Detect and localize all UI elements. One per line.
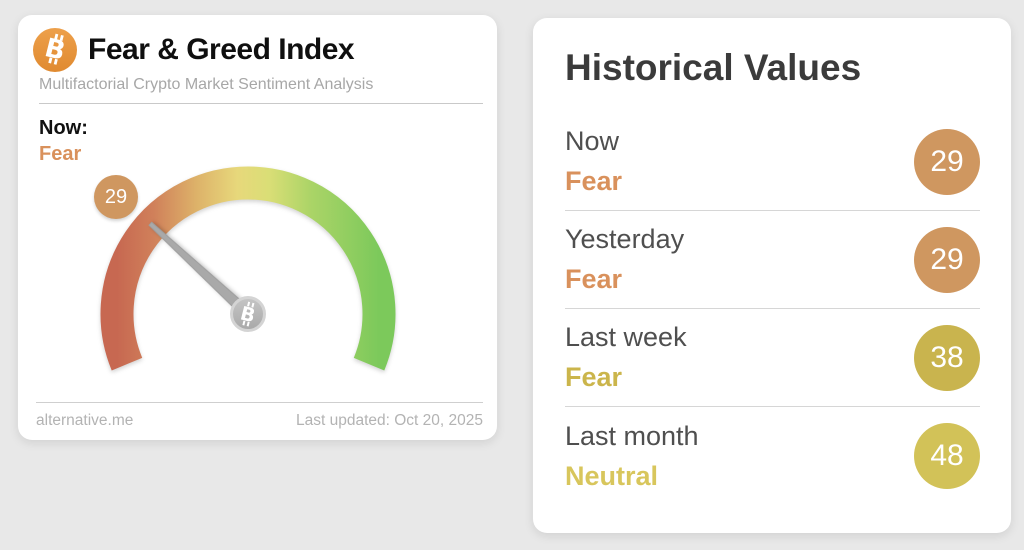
row-period: Now	[565, 126, 620, 156]
site-link[interactable]: alternative.me	[36, 412, 134, 429]
row-classification: Fear	[565, 166, 623, 196]
row-classification: Neutral	[565, 460, 659, 491]
historical-values-title: Historical Values	[565, 47, 862, 88]
historical-rows: Now Fear 29 Yesterday Fear 29 Last week …	[565, 113, 980, 505]
svg-text:B: B	[238, 303, 257, 328]
gauge-arc	[100, 166, 396, 371]
row-period: Yesterday	[565, 224, 685, 254]
table-row-last-week: Last week Fear 38	[565, 309, 980, 407]
row-period: Last month	[565, 420, 699, 451]
table-row-now: Now Fear 29	[565, 113, 980, 211]
header-divider	[39, 103, 483, 104]
fear-greed-card: B Fear & Greed Index Multifactorial Cryp…	[18, 15, 497, 440]
subtitle: Multifactorial Crypto Market Sentiment A…	[39, 76, 374, 93]
row-value-badge: 38	[914, 324, 980, 391]
gauge-value-badge: 29	[94, 175, 138, 219]
bitcoin-icon: B	[33, 28, 77, 72]
historical-values-card: Historical Values Now Fear 29 Yesterday …	[533, 18, 1011, 533]
page-title: Fear & Greed Index	[88, 33, 355, 66]
table-row-yesterday: Yesterday Fear 29	[565, 211, 980, 309]
bitcoin-hub-icon: B	[238, 301, 257, 328]
row-classification: Fear	[565, 264, 623, 294]
row-classification: Fear	[565, 362, 623, 392]
now-label: Now:	[39, 117, 88, 139]
gauge-card-header: B Fear & Greed Index Multifactorial Cryp…	[18, 15, 497, 104]
table-row-last-month: Last month Neutral 48	[565, 407, 980, 505]
gauge: B	[18, 125, 497, 405]
row-value-badge: 29	[914, 226, 980, 293]
now-classification: Fear	[39, 143, 82, 165]
row-value-badge: 48	[914, 423, 980, 489]
row-value-badge: 29	[914, 128, 980, 195]
row-period: Last week	[565, 322, 687, 352]
last-updated-text: Last updated: Oct 20, 2025	[296, 412, 483, 429]
gauge-hub	[230, 296, 266, 332]
gauge-card-footer: alternative.me Last updated: Oct 20, 202…	[36, 402, 483, 430]
